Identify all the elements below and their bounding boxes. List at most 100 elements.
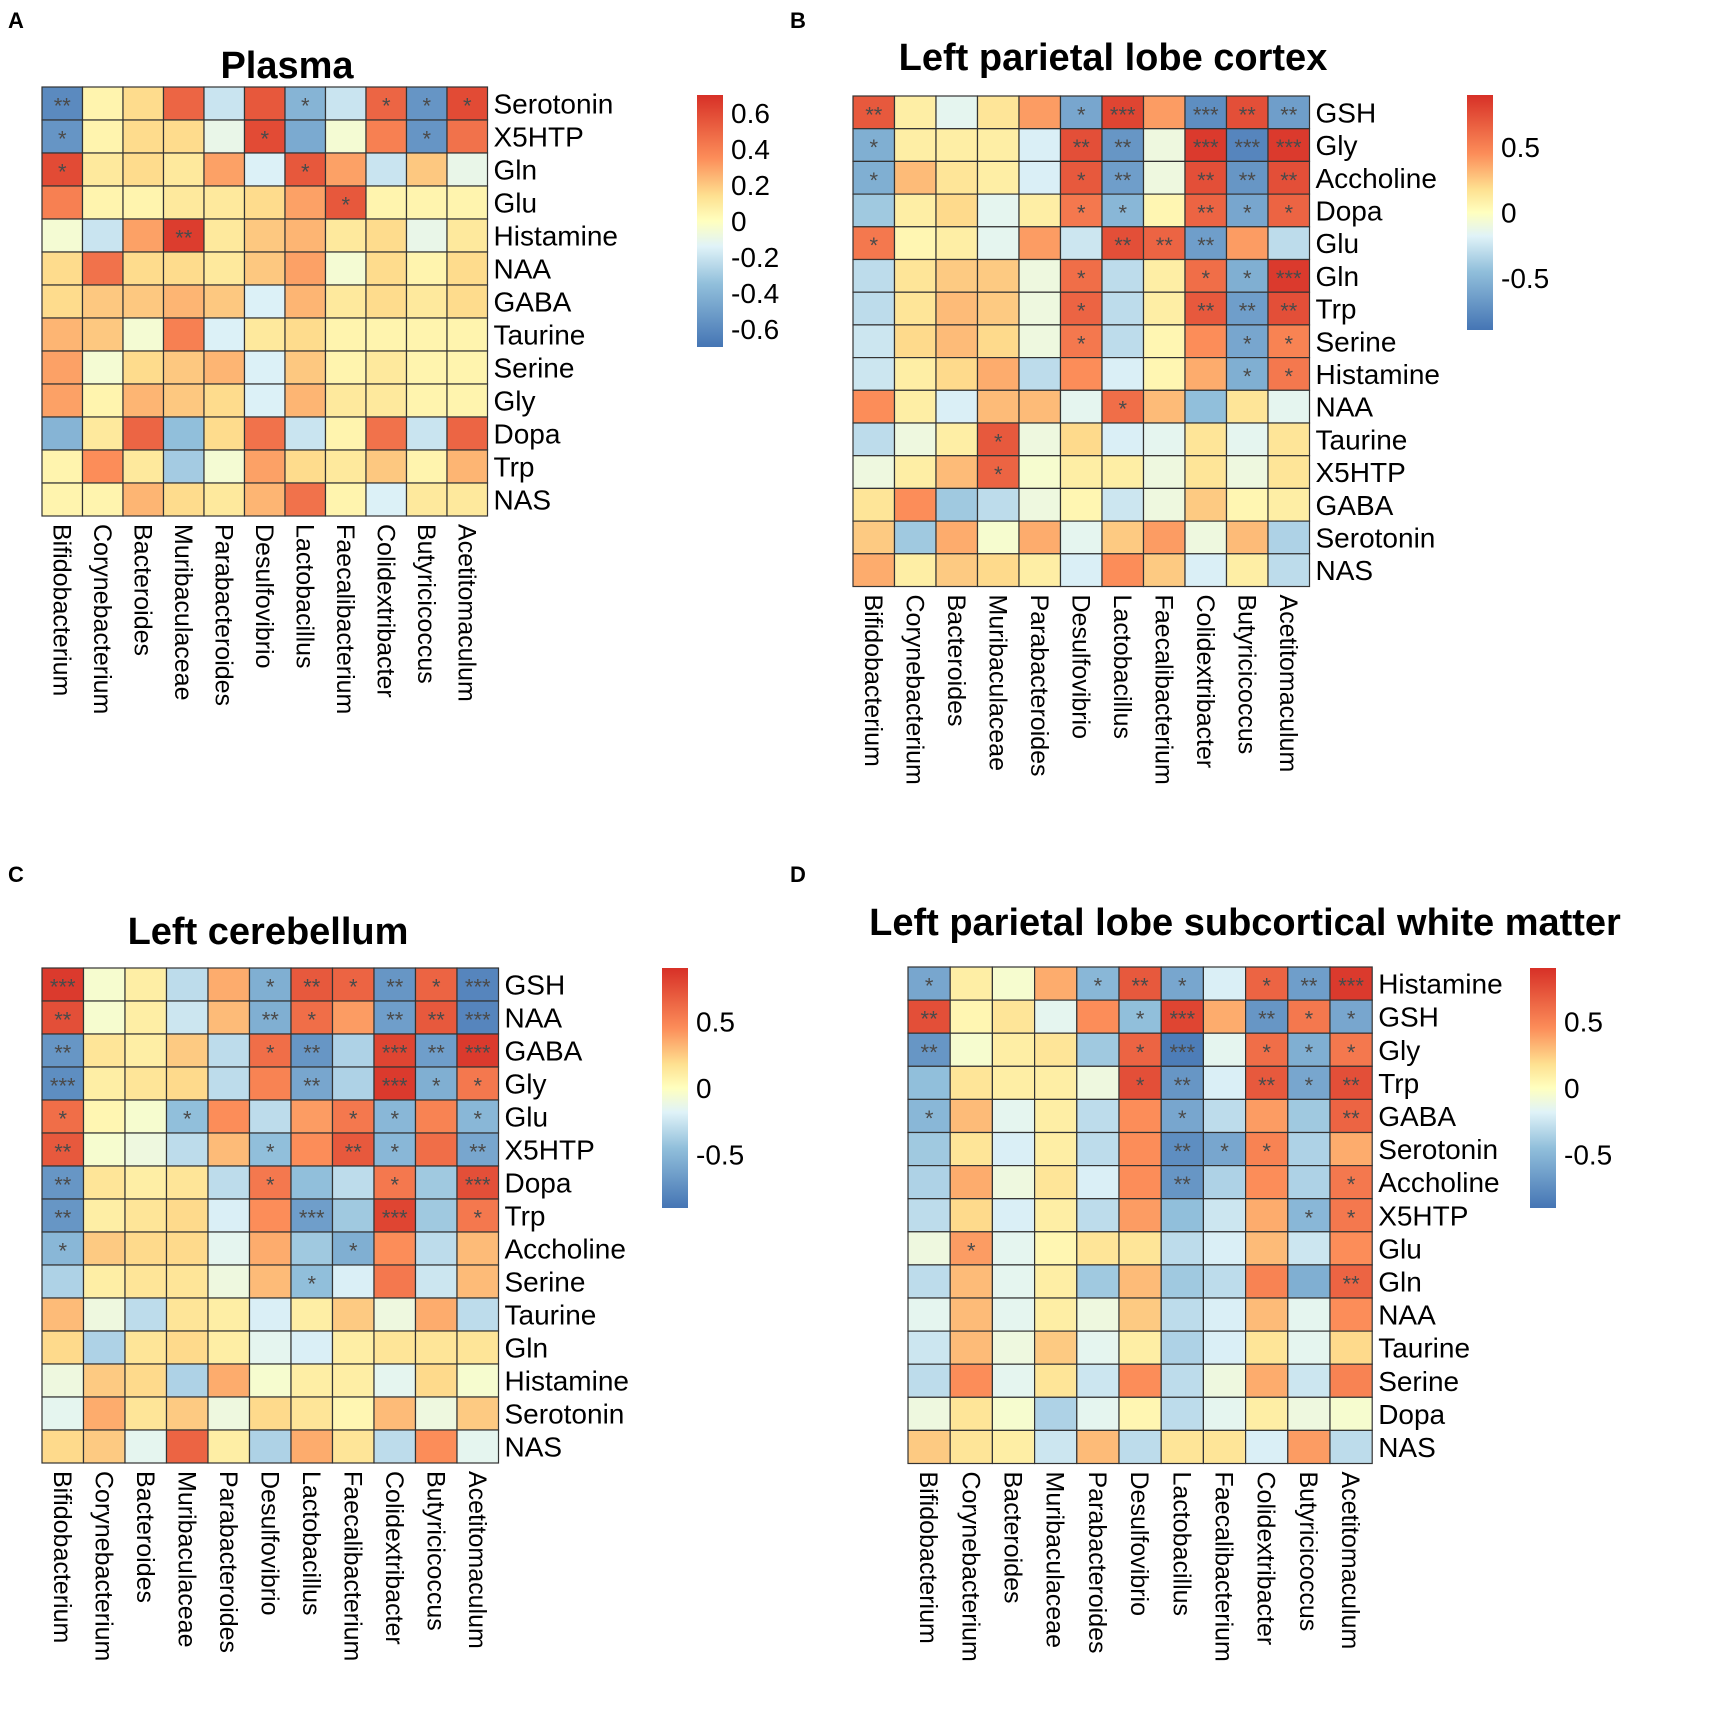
heatmap-cell [1018,128,1062,162]
column-label: Bacteroides [131,1471,159,1603]
heatmap-cell [456,1396,500,1431]
heatmap-cell [1059,291,1103,326]
heatmap-cell [162,152,205,187]
heatmap-cell [1160,1297,1204,1332]
heatmap-cell [373,1000,417,1035]
panel-b: B Left parietal lobe cortex ** * *** *** ** *… [790,8,1549,785]
heatmap-cell [1142,226,1186,261]
heatmap-cell [1329,1396,1373,1432]
heatmap-cell [893,291,937,326]
heatmap-cell [373,1363,417,1398]
heatmap-cell [203,251,246,286]
heatmap-cell [365,119,408,154]
heatmap-cell [1033,1363,1078,1398]
heatmap-cell [81,350,124,385]
heatmap-cell [124,1000,168,1035]
row-labels-b: GSHGlyAccholineDopaGluGlnTrpSerineHistam… [1316,97,1440,586]
heatmap-cell [1076,1363,1120,1398]
heatmap-cell [331,1297,375,1332]
significance-mark: * [266,1140,275,1165]
heatmap-cell [81,218,124,253]
column-label: Parabacteroides [209,524,237,706]
significance-mark: ** [1114,233,1132,258]
row-label: Taurine [494,320,586,351]
heatmap-cell [1018,487,1062,522]
heatmap-cell [1329,1330,1373,1365]
significance-mark: ** [345,1140,363,1165]
row-label: GSH [505,970,566,1001]
heatmap-cell [907,1396,951,1432]
heatmap-cell [290,1396,334,1431]
significance-mark: ** [1114,135,1132,160]
heatmap-cell [243,152,286,187]
colorbar-tick-label: 0.4 [731,134,770,165]
significance-mark: *** [382,1206,408,1231]
heatmap-cell [991,966,1036,1001]
column-label: Butyricicoccus [1294,1472,1322,1632]
heatmap-grid-a [41,86,489,517]
heatmap-cell [165,1033,209,1068]
row-label: Serine [505,1267,586,1298]
heatmap-cell [81,383,124,418]
heatmap-cell [893,95,937,130]
heatmap-cell [852,193,896,228]
heatmap-cell [1160,1198,1204,1233]
significance-mark: *** [465,1041,491,1066]
heatmap-cell [284,284,327,319]
heatmap-cell [1142,193,1186,228]
colorbar-d [1530,968,1556,1208]
heatmap-cell [284,317,327,352]
panel-letter-c: C [8,862,24,887]
row-label: Serotonin [1378,1134,1498,1165]
heatmap-cell [365,449,408,484]
heatmap-cell [290,1132,334,1167]
heatmap-cell [1202,1297,1247,1332]
heatmap-cell [446,86,489,121]
significance-mark: *** [465,1173,491,1198]
significance-mark: * [1136,1040,1145,1065]
heatmap-cell [207,1066,251,1101]
significance-mark: * [260,127,269,152]
column-label: Muribaculaceae [1041,1472,1069,1649]
significance-mark: *** [1169,1040,1195,1065]
heatmap-cell [41,317,84,352]
significance-mark: * [266,975,275,1000]
heatmap-cell [243,86,286,121]
significance-mark: * [183,1107,192,1132]
heatmap-cell [1202,1032,1247,1067]
heatmap-cell [165,1066,209,1101]
heatmap-cell [893,357,937,391]
column-labels-a: Bifidobacterium Corynebacterium Bacteroide… [47,524,480,714]
heatmap-cell [124,1033,168,1068]
heatmap-cell [1059,520,1103,555]
heatmap-cell [991,1131,1036,1167]
heatmap-cell [949,1330,994,1365]
heatmap-cell [1244,966,1289,1001]
heatmap-cell [1101,258,1145,293]
significance-mark: * [1305,1040,1314,1065]
column-label: Parabacteroides [214,1471,242,1653]
heatmap-cell [207,967,251,1002]
heatmap-cell [907,1429,951,1465]
row-label: NAA [1378,1300,1436,1331]
heatmap-cell [1160,1363,1204,1398]
row-label: Dopa [505,1168,572,1199]
heatmap-cell [1033,1297,1078,1332]
heatmap-cell [122,185,165,220]
heatmap-cell [456,1165,500,1200]
heatmap-cell [203,284,246,319]
heatmap-cell [331,1099,375,1134]
significance-mark: * [301,94,310,119]
heatmap-cell [162,119,205,154]
heatmap-cell [907,1098,951,1134]
heatmap-cell [893,160,937,195]
heatmap-cell [1118,966,1162,1001]
significance-mark: * [1305,1073,1314,1098]
heatmap-cell [248,1000,292,1035]
significance-mark: ** [54,1041,72,1066]
panel-a: A Plasma ** * * * ** * ** **** SerotoninX5HTPGl… [8,8,779,714]
row-label: Trp [494,452,535,483]
heatmap-cell [1018,160,1062,195]
heatmap-cell [41,1033,85,1068]
heatmap-cell [248,1264,292,1299]
